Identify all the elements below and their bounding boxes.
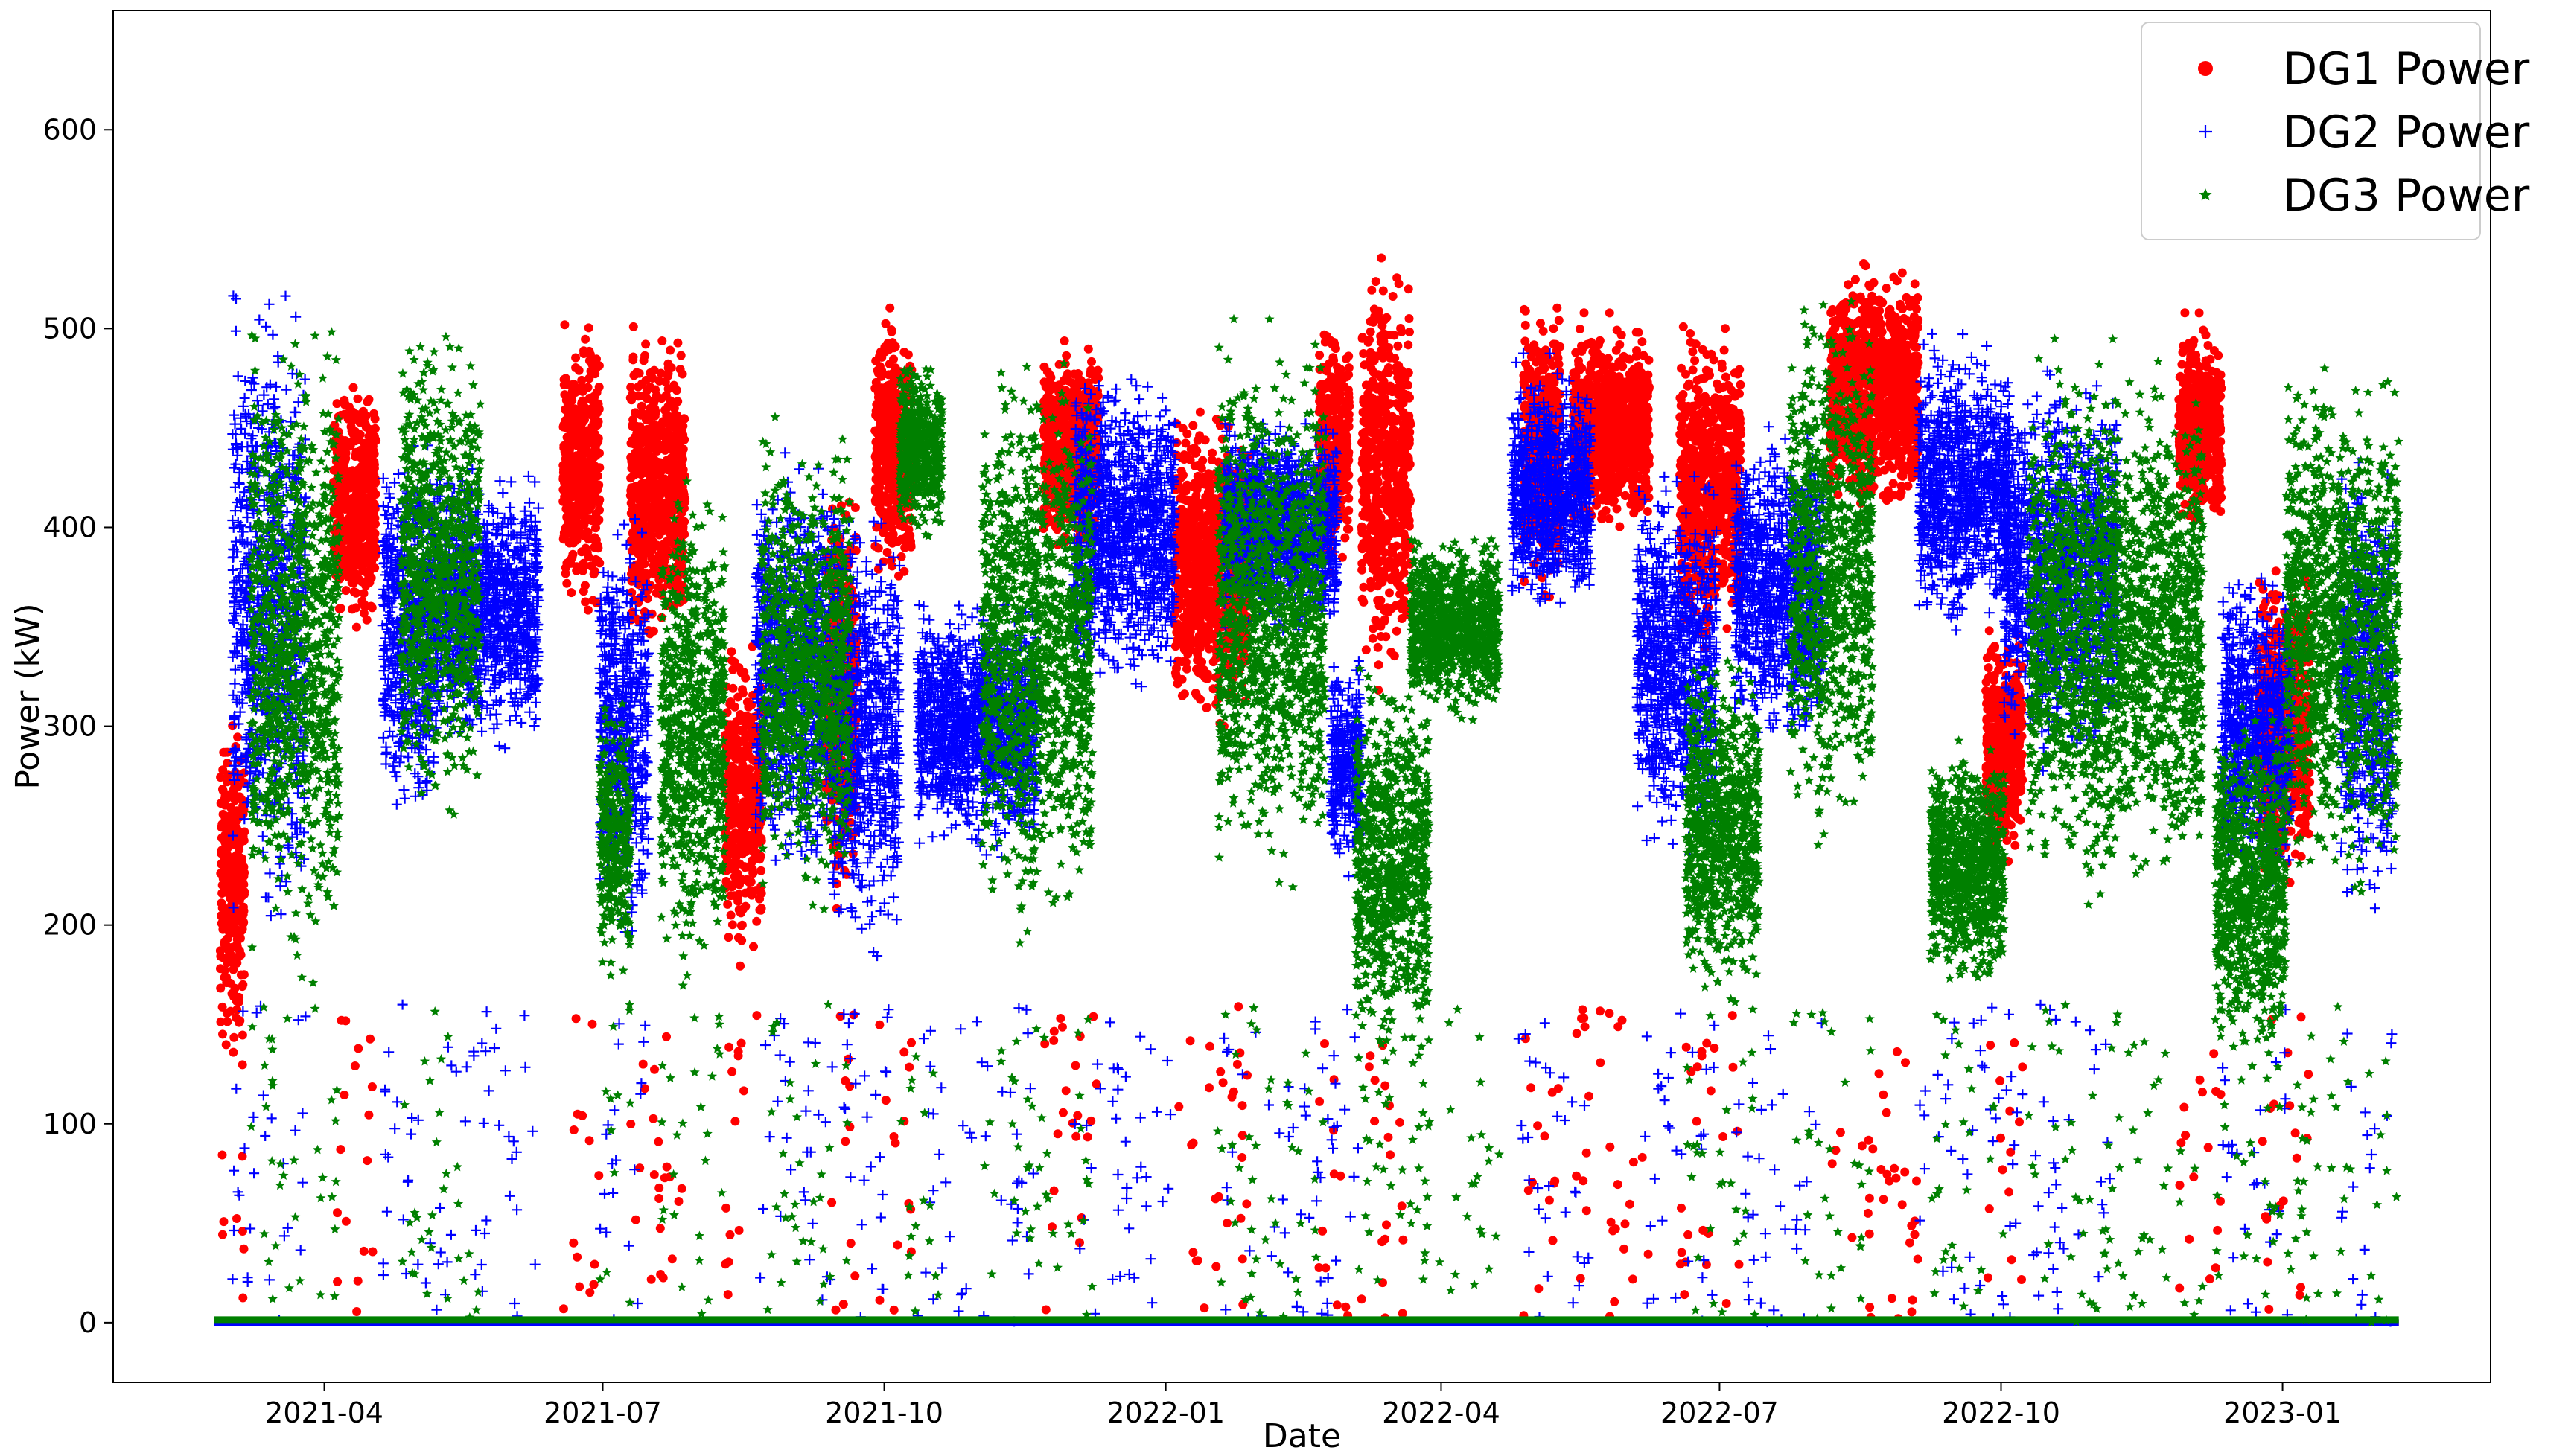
data-point <box>342 480 351 489</box>
data-point <box>340 400 349 409</box>
data-point <box>368 1082 377 1091</box>
data-point <box>358 484 367 493</box>
data-point <box>229 965 238 974</box>
data-point <box>366 499 375 508</box>
data-point <box>223 875 232 884</box>
data-point <box>239 810 248 819</box>
data-point <box>217 898 226 907</box>
data-point <box>229 1033 238 1042</box>
data-point <box>232 997 241 1006</box>
data-point <box>232 883 241 892</box>
data-point <box>230 817 239 826</box>
data-point <box>238 919 247 928</box>
data-point <box>350 510 359 519</box>
data-point <box>354 395 363 403</box>
data-point <box>235 1016 244 1025</box>
data-point <box>366 430 375 438</box>
data-point <box>366 438 375 447</box>
data-point <box>218 1230 227 1239</box>
data-point <box>351 603 360 612</box>
data-point <box>216 869 225 878</box>
data-point <box>363 397 372 406</box>
data-point <box>222 978 231 987</box>
data-point <box>333 1208 342 1217</box>
data-point <box>351 452 360 461</box>
data-point <box>366 1035 375 1044</box>
data-point <box>239 863 248 872</box>
data-point <box>343 440 352 449</box>
data-point <box>359 544 368 553</box>
data-point <box>369 1248 378 1257</box>
data-point <box>364 1111 373 1120</box>
data-point <box>216 773 225 782</box>
data-point <box>349 383 358 392</box>
data-point <box>351 588 360 597</box>
data-point <box>238 1294 247 1303</box>
data-point <box>236 934 245 943</box>
data-point <box>368 526 377 535</box>
data-point <box>238 982 247 991</box>
data-point <box>229 988 238 997</box>
data-point <box>354 1277 363 1286</box>
data-point <box>219 748 228 757</box>
data-point <box>363 578 372 587</box>
data-point <box>232 1214 241 1223</box>
data-point <box>351 1061 360 1070</box>
data-point <box>333 1277 342 1286</box>
data-point <box>225 923 234 932</box>
data-point <box>220 885 229 894</box>
data-point <box>228 721 237 730</box>
data-point <box>235 840 244 849</box>
data-point <box>229 1048 238 1057</box>
data-point <box>217 1018 226 1026</box>
data-point <box>239 910 248 919</box>
data-point <box>237 971 246 980</box>
data-point <box>226 1007 235 1016</box>
data-point <box>218 1003 227 1012</box>
data-point <box>360 589 369 598</box>
data-point <box>369 446 378 455</box>
data-point <box>238 1152 247 1160</box>
data-point <box>226 957 235 966</box>
data-point <box>366 535 375 544</box>
data-point <box>222 1040 231 1049</box>
data-point <box>354 537 363 546</box>
data-point <box>220 1217 229 1226</box>
data-point <box>360 1247 369 1256</box>
data-point <box>366 566 375 575</box>
data-point <box>337 604 345 613</box>
data-point <box>349 562 358 571</box>
data-point <box>219 810 228 819</box>
data-point <box>226 789 235 798</box>
data-point <box>369 457 378 466</box>
data-point <box>218 1029 227 1038</box>
data-point <box>346 520 355 529</box>
data-point <box>351 427 360 436</box>
data-point <box>340 491 348 499</box>
data-point <box>233 732 242 741</box>
data-point <box>342 1217 351 1226</box>
data-point <box>351 569 360 578</box>
data-point <box>363 1156 372 1165</box>
data-point <box>352 623 361 632</box>
data-point <box>368 603 377 612</box>
data-point <box>369 409 378 418</box>
data-point <box>237 951 246 960</box>
data-point <box>223 860 232 869</box>
data-point <box>342 586 351 595</box>
data-point <box>348 578 357 587</box>
data-point <box>353 502 362 511</box>
data-point <box>223 851 232 860</box>
data-point <box>220 910 229 919</box>
data-point <box>240 1245 249 1254</box>
data-point <box>348 494 357 502</box>
data-point <box>333 399 342 408</box>
data-point <box>340 1091 348 1099</box>
data-point <box>238 1031 247 1040</box>
data-point <box>238 1060 247 1069</box>
data-point <box>218 1151 227 1160</box>
data-point <box>340 466 348 475</box>
data-point <box>220 965 229 974</box>
